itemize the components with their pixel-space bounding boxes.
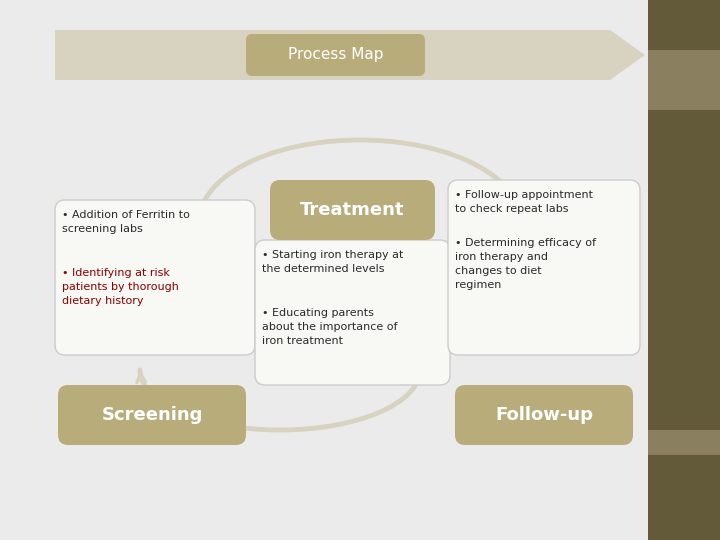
- FancyBboxPatch shape: [648, 0, 720, 430]
- Text: • Educating parents
about the importance of
iron treatment: • Educating parents about the importance…: [262, 308, 397, 346]
- FancyBboxPatch shape: [448, 180, 640, 355]
- FancyBboxPatch shape: [648, 50, 720, 110]
- Text: • Addition of Ferritin to
screening labs: • Addition of Ferritin to screening labs: [62, 210, 190, 234]
- FancyBboxPatch shape: [648, 430, 720, 455]
- FancyBboxPatch shape: [55, 200, 255, 355]
- Text: Treatment: Treatment: [300, 201, 405, 219]
- Text: • Follow-up appointment
to check repeat labs: • Follow-up appointment to check repeat …: [455, 190, 593, 214]
- Text: • Determining efficacy of
iron therapy and
changes to diet
regimen: • Determining efficacy of iron therapy a…: [455, 238, 596, 290]
- FancyBboxPatch shape: [648, 455, 720, 540]
- FancyBboxPatch shape: [246, 34, 425, 76]
- Text: • Starting iron therapy at
the determined levels: • Starting iron therapy at the determine…: [262, 250, 403, 274]
- FancyBboxPatch shape: [255, 240, 450, 385]
- Text: Follow-up: Follow-up: [495, 406, 593, 424]
- Text: • Identifying at risk
patients by thorough
dietary history: • Identifying at risk patients by thorou…: [62, 268, 179, 306]
- Text: Screening: Screening: [102, 406, 203, 424]
- FancyBboxPatch shape: [58, 385, 246, 445]
- FancyBboxPatch shape: [648, 0, 720, 50]
- Polygon shape: [55, 30, 645, 80]
- FancyBboxPatch shape: [270, 180, 435, 240]
- FancyBboxPatch shape: [455, 385, 633, 445]
- Text: Process Map: Process Map: [288, 48, 383, 63]
